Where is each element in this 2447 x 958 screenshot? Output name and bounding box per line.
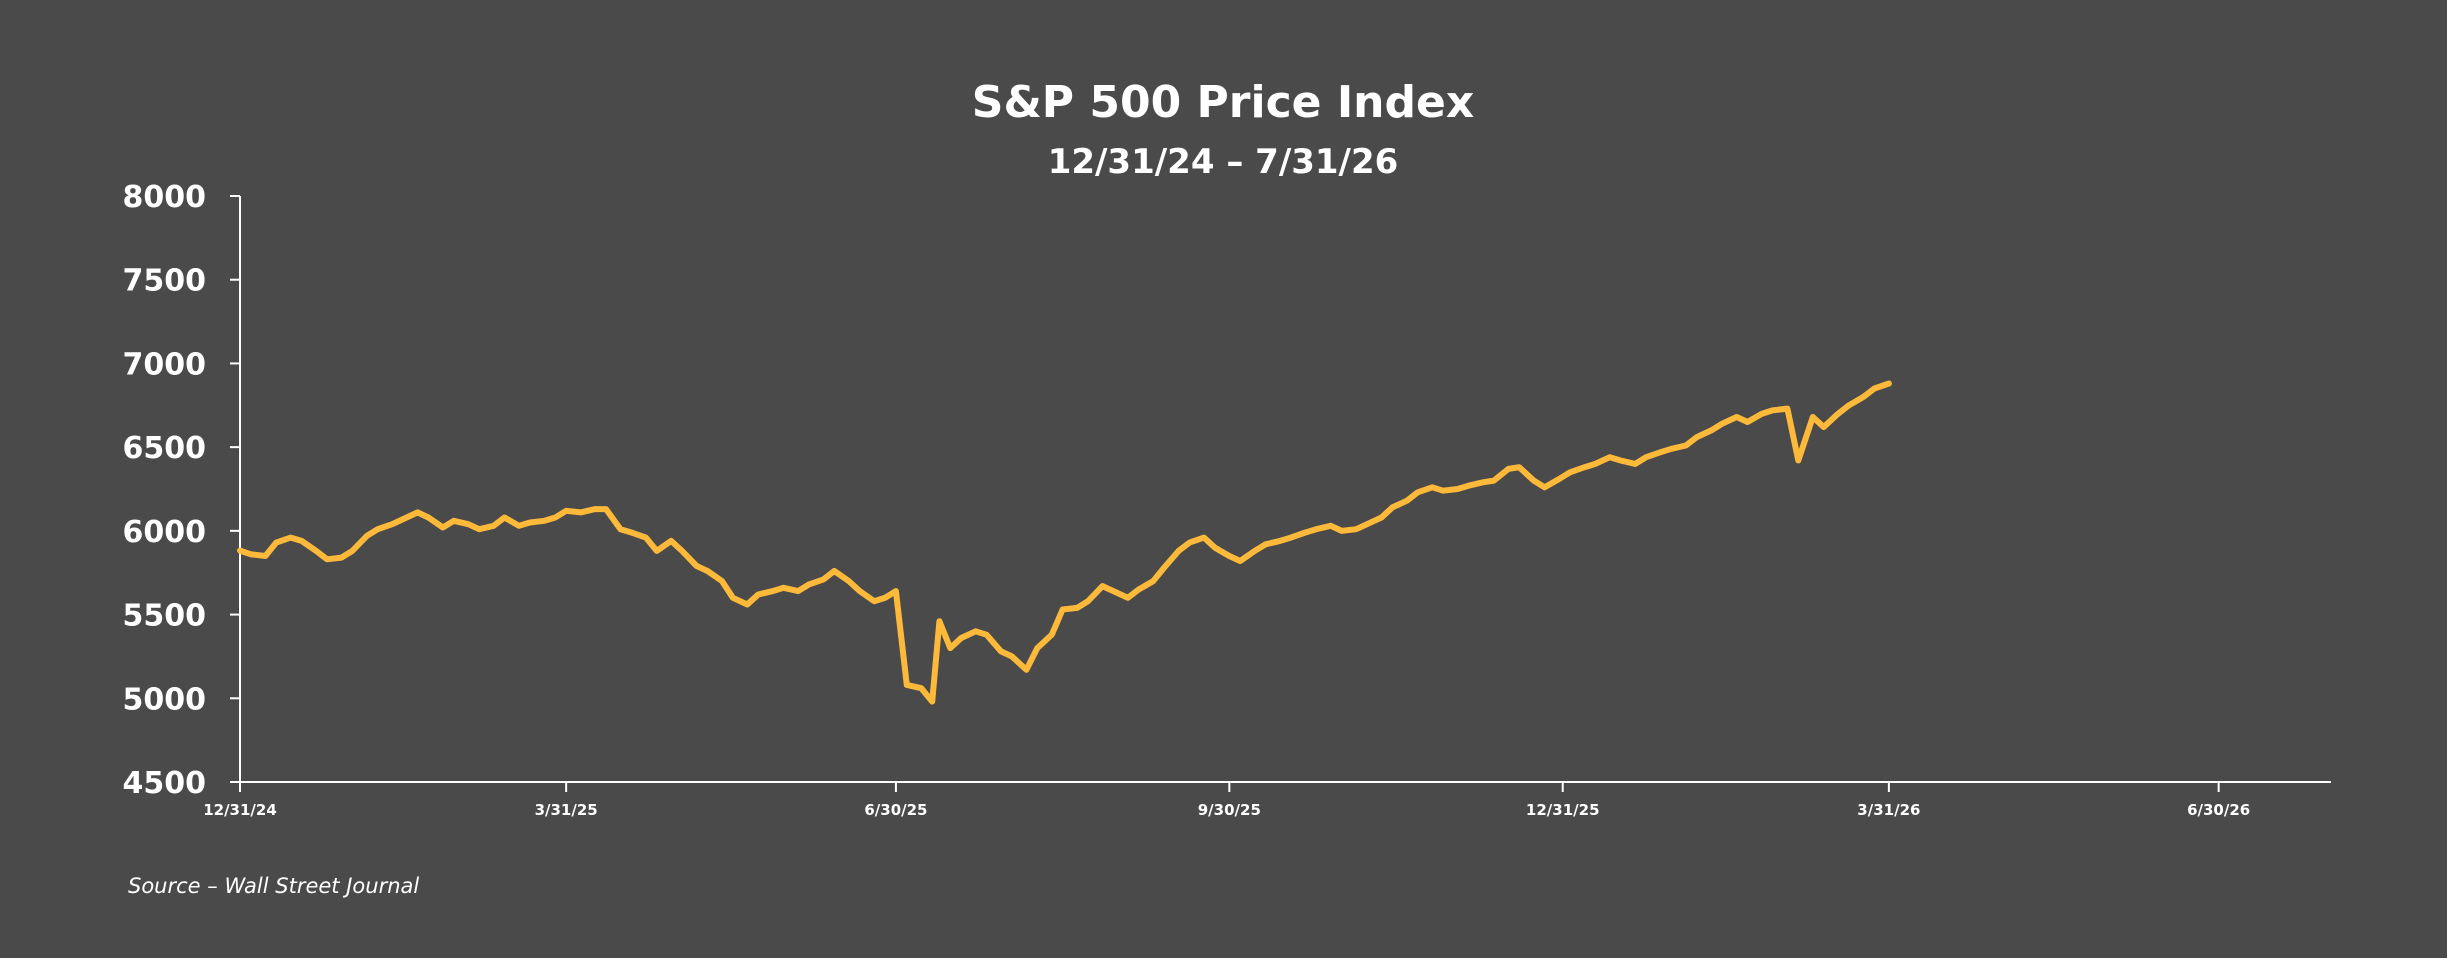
x-tick-label: 9/30/25 <box>1198 801 1261 819</box>
y-tick-label: 5500 <box>123 599 207 634</box>
x-tick-label: 12/31/24 <box>203 801 277 819</box>
x-axis: 12/31/24 3/31/25 6/30/25 9/30/25 12/31/25 3/3… <box>203 781 2331 819</box>
y-axis: 4500 5000 5500 6000 6500 7000 7500 8000 <box>123 180 241 801</box>
chart-subtitle: 12/31/24 – 7/31/26 <box>1048 142 1399 182</box>
x-tick-label: 6/30/25 <box>864 801 927 819</box>
x-tick-label: 6/30/26 <box>2187 801 2250 819</box>
series-line-0 <box>237 380 1892 705</box>
y-tick-label: 7000 <box>123 347 207 382</box>
y-tick-label: 6500 <box>123 431 207 466</box>
y-tick-label: 6000 <box>123 515 207 550</box>
x-tick-label: 3/31/25 <box>535 801 598 819</box>
y-tick-label: 5000 <box>123 682 207 717</box>
y-tick-label: 7500 <box>123 264 207 299</box>
y-tick-label: 8000 <box>123 180 207 215</box>
y-tick-label: 4500 <box>123 766 207 801</box>
series-layer <box>237 380 1892 705</box>
x-tick-label: 3/31/26 <box>1857 801 1920 819</box>
x-tick-label: 12/31/25 <box>1526 801 1600 819</box>
chart-title: S&P 500 Price Index <box>972 77 1474 128</box>
source-note: Source – Wall Street Journal <box>128 874 419 898</box>
